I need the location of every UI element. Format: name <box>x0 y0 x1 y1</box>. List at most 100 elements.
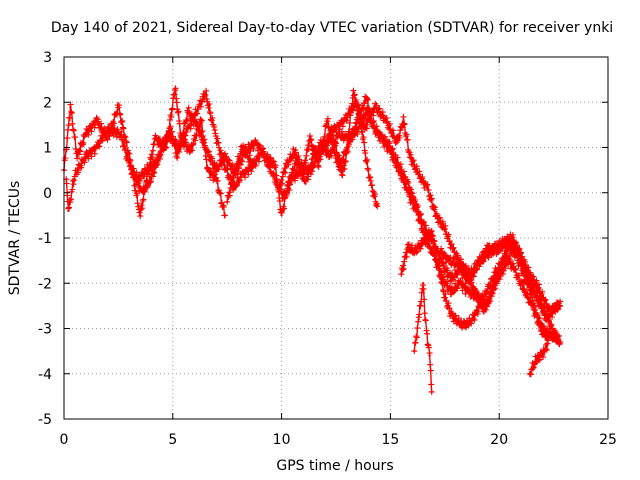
data-point <box>149 178 153 181</box>
data-point <box>380 137 383 140</box>
data-point <box>417 173 420 176</box>
data-point <box>558 340 562 344</box>
data-point <box>365 159 368 163</box>
data-point <box>397 168 401 172</box>
y-tick-label: -4 <box>38 367 52 383</box>
y-tick-label: 0 <box>43 186 52 202</box>
data-point <box>384 119 388 122</box>
data-point <box>374 105 377 109</box>
data-point <box>406 245 409 249</box>
data-point <box>376 205 379 208</box>
data-point <box>448 259 451 262</box>
grid-layer <box>64 57 608 419</box>
data-point <box>400 273 403 276</box>
data-point <box>139 214 142 217</box>
x-tick-label: 10 <box>273 432 291 448</box>
data-point <box>508 236 512 240</box>
data-point <box>234 173 238 176</box>
data-point <box>154 137 157 140</box>
data-point <box>526 277 529 280</box>
data-point <box>204 92 207 95</box>
data-point <box>417 318 420 321</box>
data-point <box>189 150 192 154</box>
data-point <box>65 178 68 181</box>
series-layer <box>61 85 564 395</box>
data-point <box>132 173 135 176</box>
data-point <box>282 196 285 199</box>
data-point <box>502 268 505 271</box>
data-point <box>223 155 227 158</box>
data-point <box>358 114 362 118</box>
data-point <box>513 268 516 271</box>
data-point <box>537 286 540 289</box>
data-point <box>452 250 455 253</box>
data-point <box>145 168 148 172</box>
data-point <box>106 128 109 131</box>
data-point <box>176 155 179 158</box>
data-point <box>541 331 544 335</box>
data-point <box>160 146 164 149</box>
data-point <box>493 245 496 249</box>
y-tick-label: -1 <box>38 231 52 247</box>
data-point <box>73 173 77 176</box>
data-point <box>413 250 416 253</box>
data-point <box>343 119 346 122</box>
data-point <box>369 182 372 185</box>
data-point <box>430 390 433 394</box>
data-point <box>95 146 98 149</box>
data-point <box>528 372 531 375</box>
data-point <box>232 173 235 176</box>
data-point <box>206 150 209 154</box>
data-point <box>84 132 88 136</box>
data-point <box>535 359 538 362</box>
data-point <box>291 178 294 181</box>
data-point <box>424 318 427 321</box>
data-point <box>317 164 320 167</box>
data-point <box>432 254 436 258</box>
x-tick-label: 15 <box>381 432 399 448</box>
data-point <box>421 282 425 285</box>
data-series <box>63 87 257 213</box>
data-point <box>337 132 340 136</box>
data-point <box>482 309 486 312</box>
data-point <box>487 245 490 249</box>
data-point <box>241 173 244 176</box>
data-point <box>395 141 399 145</box>
data-point <box>441 263 444 267</box>
data-point <box>106 137 109 140</box>
data-point <box>75 155 79 158</box>
data-point <box>428 354 431 357</box>
y-tick-label: -3 <box>38 322 52 338</box>
data-point <box>345 146 349 149</box>
x-axis-label: GPS time / hours <box>276 458 393 474</box>
data-point <box>206 168 209 172</box>
data-point <box>304 182 307 185</box>
data-point <box>434 214 438 217</box>
data-series <box>411 282 435 395</box>
data-point <box>308 137 312 140</box>
data-point <box>437 263 440 267</box>
data-point <box>271 173 275 176</box>
data-point <box>456 263 460 267</box>
data-point <box>539 300 542 303</box>
data-point <box>450 313 453 317</box>
data-point <box>326 119 329 122</box>
data-point <box>119 132 122 136</box>
data-point <box>552 336 555 339</box>
data-point <box>215 178 218 181</box>
data-point <box>273 164 277 167</box>
data-point <box>95 119 98 122</box>
data-point <box>458 322 462 326</box>
data-point <box>339 164 342 167</box>
data-point <box>195 123 198 127</box>
y-axis-label: SDTVAR / TECUs <box>7 181 23 296</box>
data-point <box>280 214 283 217</box>
data-point <box>443 227 446 231</box>
data-point <box>341 173 344 176</box>
data-point <box>543 349 547 353</box>
data-point <box>278 187 281 190</box>
data-point <box>293 150 296 154</box>
data-point <box>450 277 453 280</box>
data-point <box>484 254 488 258</box>
data-point <box>241 146 244 149</box>
